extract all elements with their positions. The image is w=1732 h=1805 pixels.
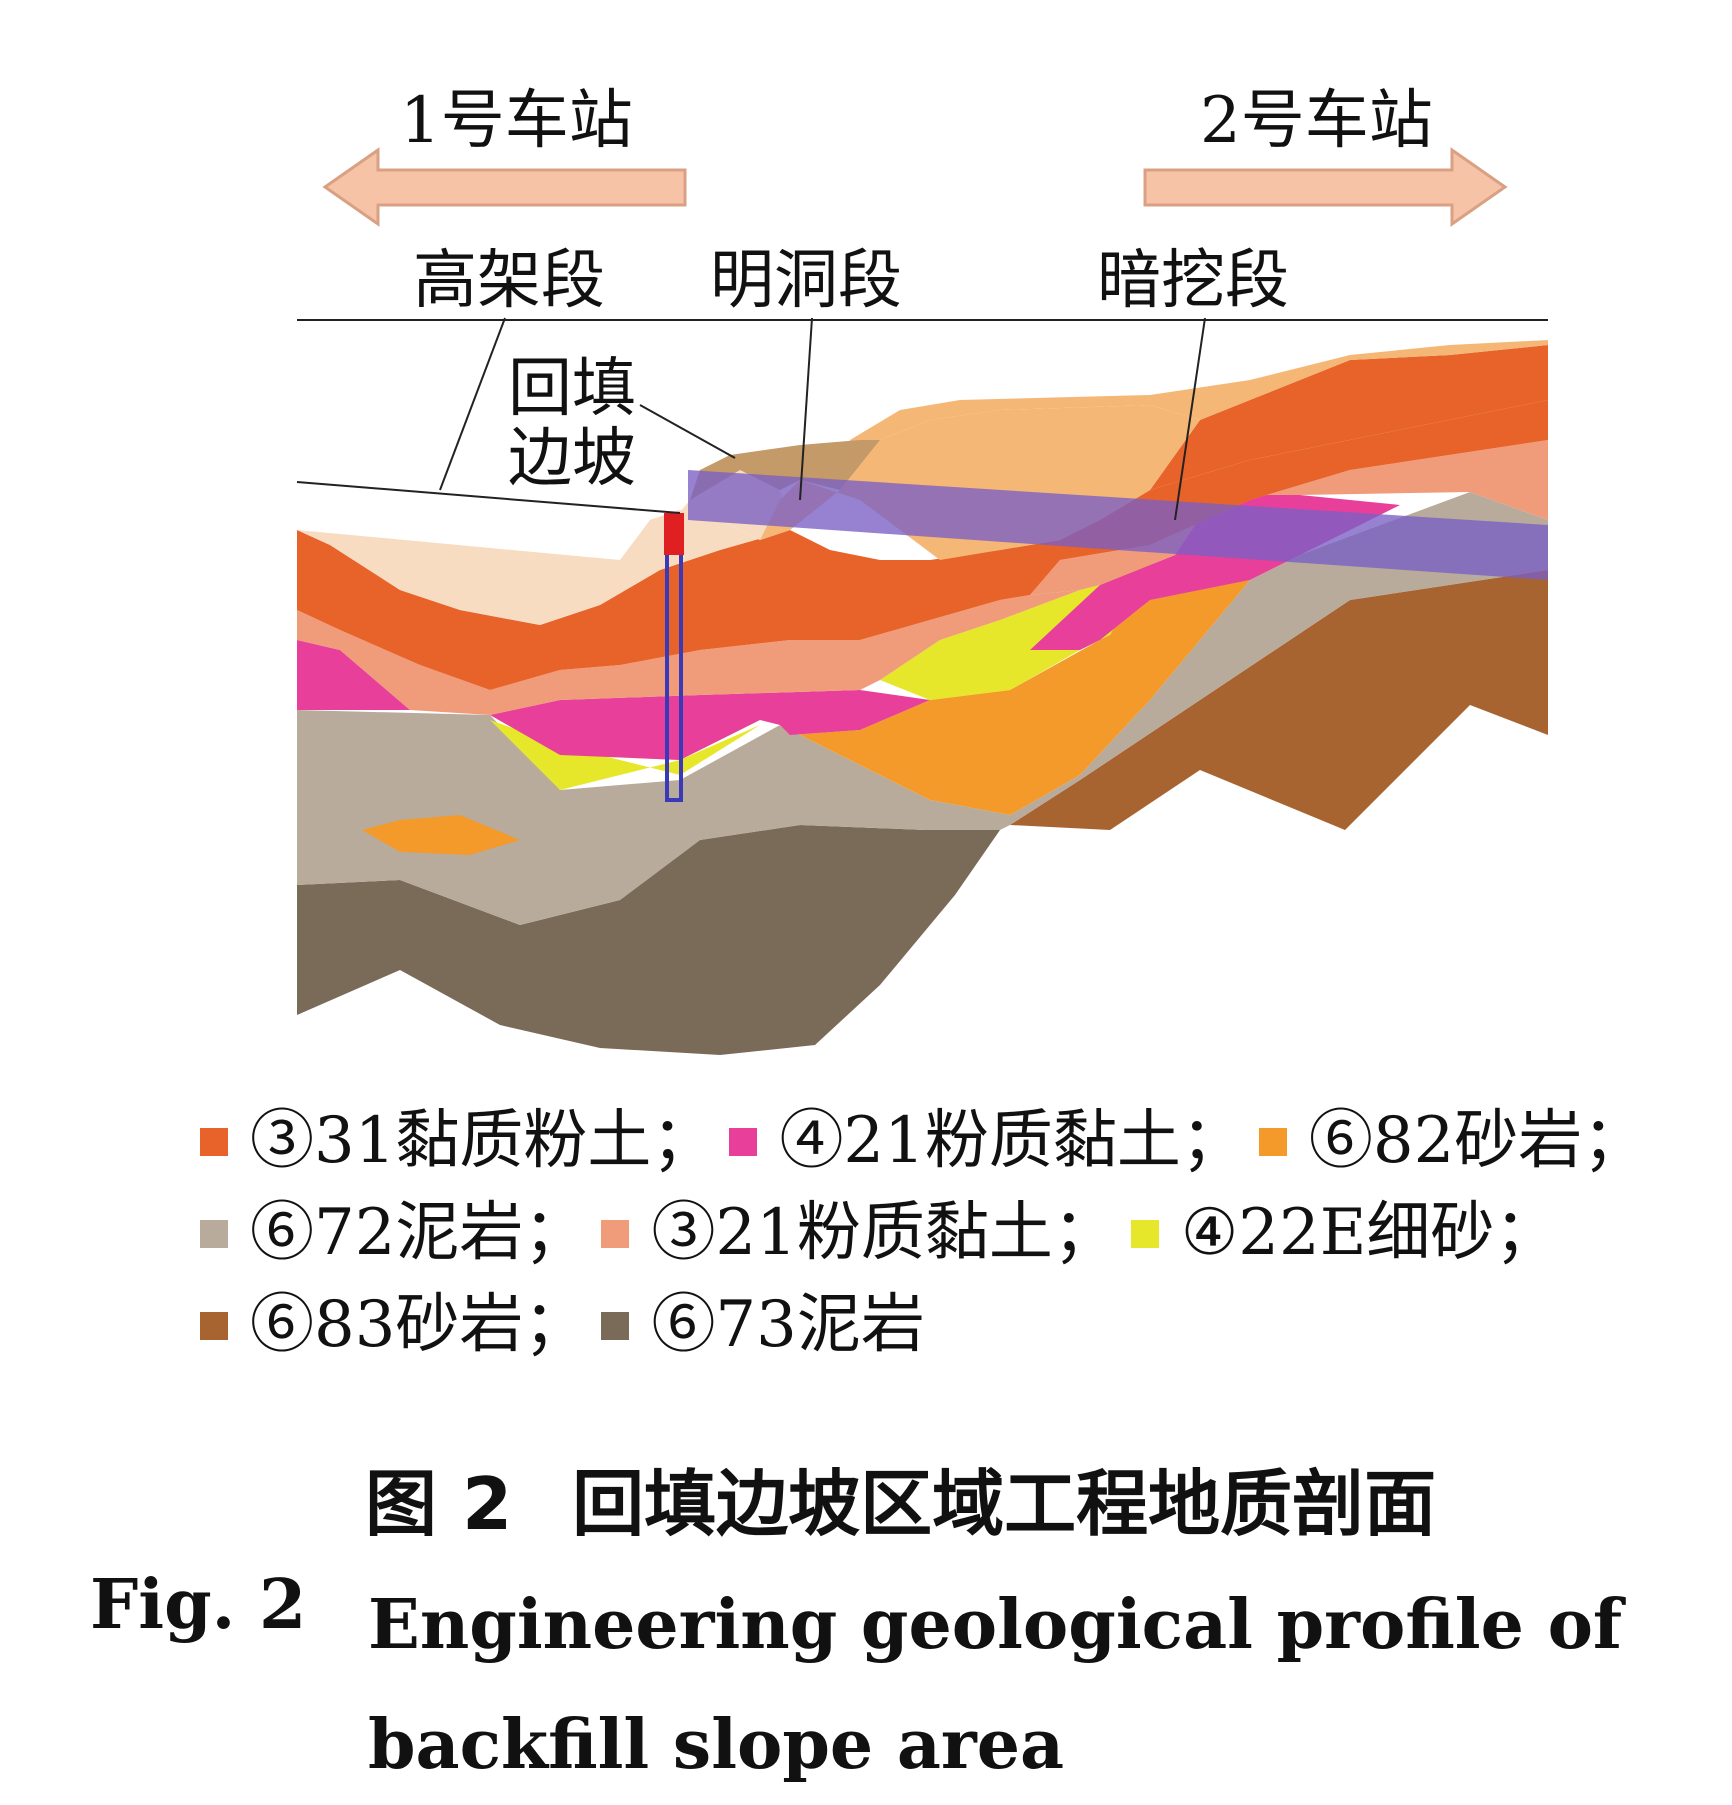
- legend-swatch: [200, 1128, 228, 1156]
- legend: ③31黏质粉土； ④21粉质黏土； ⑥82砂岩； ⑥72泥岩； ③21粉质黏土； ④22E…: [200, 1095, 1680, 1371]
- legend-swatch: [601, 1312, 630, 1340]
- legend-label: ④22E细砂: [1180, 1196, 1495, 1270]
- caption-cn: 图 2 回填边坡区域工程地质剖面: [365, 1445, 1436, 1550]
- legend-swatch: [1130, 1220, 1159, 1248]
- layer-321-clay-right: [1030, 440, 1548, 595]
- legend-label: ③31黏质粉土: [250, 1104, 652, 1178]
- legend-label: ⑥73泥岩: [651, 1288, 925, 1362]
- legend-item: ⑥72泥岩；: [200, 1187, 587, 1279]
- legend-label: ④21粉质黏土: [779, 1104, 1181, 1178]
- layer-672-mudstone: [297, 492, 1548, 925]
- legend-separator: ；: [1052, 1196, 1117, 1270]
- legend-label: ⑥72泥岩: [250, 1196, 524, 1270]
- caption-cn-label: 图 2: [365, 1462, 513, 1546]
- legend-label: ⑥82砂岩: [1308, 1104, 1583, 1178]
- layer-673-mudstone: [297, 825, 1000, 1055]
- station-2-label: 2号车站: [1200, 84, 1433, 158]
- legend-item: ③31黏质粉土；: [200, 1095, 715, 1187]
- legend-separator: ；: [523, 1288, 588, 1362]
- legend-item: ④22E细砂；: [1130, 1187, 1559, 1279]
- layer-682-lens: [362, 815, 520, 855]
- legend-label: ⑥83砂岩: [250, 1288, 524, 1362]
- caption-en-title: Engineering geological profile of backfi…: [368, 1585, 1623, 1785]
- legend-item: ③21粉质黏土；: [601, 1187, 1117, 1279]
- legend-swatch: [729, 1128, 758, 1156]
- tunnel-band: [688, 470, 1548, 580]
- legend-separator: ；: [523, 1196, 588, 1270]
- pile-top: [664, 513, 684, 555]
- legend-separator: ；: [1494, 1196, 1559, 1270]
- caption-en-label: Fig. 2: [90, 1565, 307, 1645]
- arrow-left-icon: [322, 147, 687, 227]
- layer-321-clay: [297, 590, 1080, 715]
- legend-item: ④21粉质黏土；: [729, 1095, 1245, 1187]
- legend-swatch: [601, 1220, 630, 1248]
- legend-separator: ；: [1582, 1104, 1647, 1178]
- backfill-label-line1: 回填: [508, 352, 636, 426]
- caption-cn-title: 回填边坡区域工程地质剖面: [572, 1462, 1437, 1546]
- legend-swatch: [200, 1220, 228, 1248]
- station-1-label: 1号车站: [400, 84, 633, 158]
- segment-elevated-label: 高架段: [413, 244, 605, 318]
- layer-422e-sand: [490, 720, 760, 790]
- layer-421-clay: [490, 690, 930, 760]
- legend-item: ⑥83砂岩；: [200, 1279, 587, 1371]
- geological-layers: [297, 340, 1548, 1055]
- legend-item: ⑥73泥岩: [601, 1279, 925, 1371]
- legend-item: ⑥82砂岩；: [1258, 1095, 1647, 1187]
- layer-422e-sand-main: [880, 545, 1165, 700]
- arrow-right-icon: [1143, 147, 1508, 227]
- legend-label: ③21粉质黏土: [651, 1196, 1053, 1270]
- leader-lines: [296, 317, 1206, 521]
- segment-open-cut-label: 明洞段: [710, 244, 902, 318]
- legend-separator: ；: [1180, 1104, 1245, 1178]
- layer-331-silt-left: [297, 400, 1548, 690]
- legend-swatch: [1258, 1128, 1287, 1156]
- layer-682-sandstone: [780, 580, 1250, 815]
- layer-331-silt-right: [1150, 345, 1548, 490]
- legend-swatch: [200, 1312, 228, 1340]
- layer-421-clay-left: [297, 640, 410, 710]
- layer-683-sandstone: [1010, 570, 1548, 830]
- fill-light-orange-top: [840, 340, 1548, 490]
- backfill-label-line2: 边坡: [508, 422, 636, 496]
- segment-mined-label: 暗挖段: [1097, 244, 1289, 318]
- legend-separator: ；: [651, 1104, 716, 1178]
